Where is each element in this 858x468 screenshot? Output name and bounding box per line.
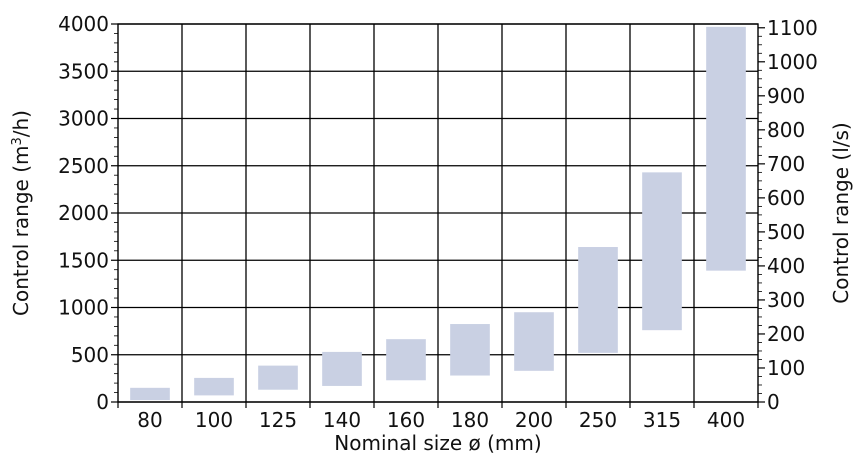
range-bars (130, 26, 746, 401)
y-tick-label: 4000 (58, 12, 109, 36)
range-bar (322, 351, 362, 386)
y-axis-label-superscript: 3 (10, 137, 25, 145)
range-bar (578, 247, 618, 353)
range-bar (258, 365, 298, 390)
right-y-axis: 0 100 200 300 400 500 600 700 800 900 1000 1100 (758, 16, 818, 414)
x-tick-label: 180 (451, 408, 489, 432)
range-bar (706, 26, 746, 271)
y-axis-label: Control range (m3/h) (9, 110, 33, 316)
y2-tick-label: 0 (767, 390, 780, 414)
range-bar (642, 172, 682, 331)
x-tick-label: 160 (387, 408, 425, 432)
y2-tick-label: 400 (767, 254, 805, 278)
y2-tick-label: 500 (767, 220, 805, 244)
left-y-axis: 0 500 1000 1500 2000 2500 3000 3500 4000 (58, 12, 118, 414)
y2-tick-label: 100 (767, 356, 805, 380)
y-tick-label: 0 (96, 390, 109, 414)
x-tick-label: 140 (323, 408, 361, 432)
y-axis-label-part: /h) (9, 110, 33, 137)
y-tick-label: 500 (71, 343, 109, 367)
x-tick-label: 400 (707, 408, 745, 432)
y-tick-label: 2500 (58, 154, 109, 178)
y-tick-label: 1000 (58, 296, 109, 320)
y2-axis-label: Control range (l/s) (829, 122, 853, 303)
x-tick-label: 315 (643, 408, 681, 432)
y2-tick-label: 900 (767, 84, 805, 108)
x-axis-label: Nominal size ø (mm) (334, 431, 541, 455)
y2-tick-label: 700 (767, 152, 805, 176)
range-bar (450, 324, 490, 376)
y-axis-label-part: Control range (m (9, 146, 33, 316)
range-bar (514, 312, 554, 371)
x-tick-label: 200 (515, 408, 553, 432)
y-tick-label: 3500 (58, 59, 109, 83)
y-tick-label: 3000 (58, 107, 109, 131)
y-tick-label: 1500 (58, 248, 109, 272)
y2-tick-label: 800 (767, 118, 805, 142)
y2-tick-label: 200 (767, 322, 805, 346)
x-tick-label: 250 (579, 408, 617, 432)
x-tick-label: 80 (137, 408, 162, 432)
x-axis: 80 100 125 140 160 180 200 250 315 400 (117, 402, 759, 432)
y2-tick-label: 1100 (767, 16, 818, 40)
y2-tick-label: 300 (767, 288, 805, 312)
y2-tick-label: 1000 (767, 50, 818, 74)
x-tick-label: 100 (195, 408, 233, 432)
grid (118, 23, 758, 403)
range-bar (386, 339, 426, 381)
y-tick-label: 2000 (58, 201, 109, 225)
y2-tick-label: 600 (767, 186, 805, 210)
range-bar (194, 377, 234, 396)
range-bar (130, 387, 170, 401)
x-tick-label: 125 (259, 408, 297, 432)
